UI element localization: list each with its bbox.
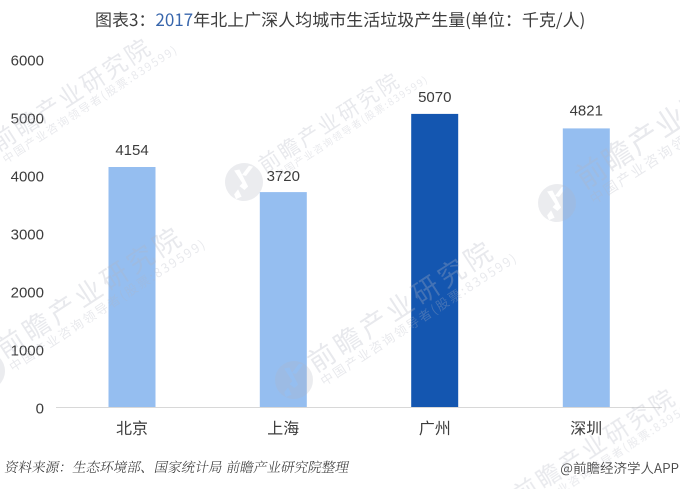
svg-text:4154: 4154 [115, 142, 148, 159]
svg-text:3000: 3000 [11, 226, 44, 243]
svg-text:4000: 4000 [11, 168, 44, 185]
svg-text:5070: 5070 [418, 89, 451, 106]
svg-text:4821: 4821 [570, 103, 603, 120]
svg-text:0: 0 [36, 400, 44, 417]
svg-text:3720: 3720 [267, 168, 300, 185]
svg-text:6000: 6000 [11, 52, 44, 69]
svg-text:2000: 2000 [11, 284, 44, 301]
